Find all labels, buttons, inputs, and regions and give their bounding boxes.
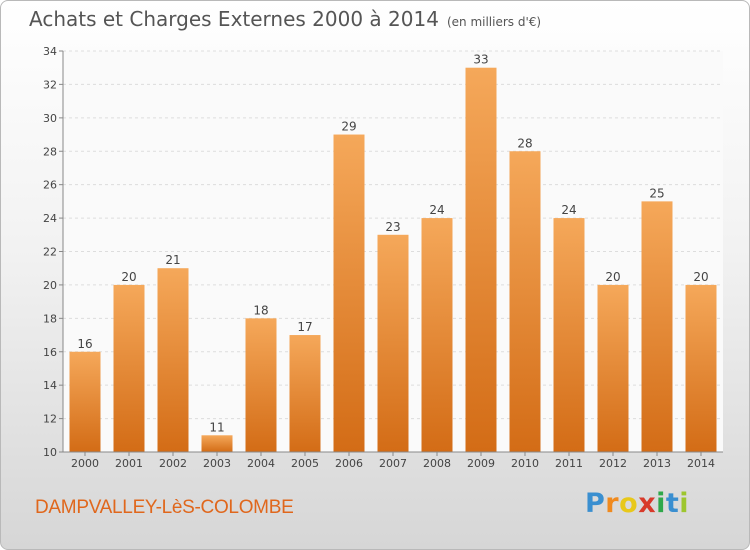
bar-value-label: 17 [297, 320, 312, 334]
logo-letter: r [605, 488, 620, 519]
bar-value-label: 33 [473, 53, 488, 67]
logo-letter: i [656, 488, 666, 519]
y-tick-label: 32 [43, 78, 57, 91]
bar[interactable] [509, 151, 541, 452]
x-tick-label: 2001 [115, 457, 143, 470]
bar[interactable] [685, 284, 717, 452]
logo-letter: o [619, 488, 639, 519]
bar[interactable] [157, 268, 189, 452]
bar-value-label: 25 [649, 186, 664, 200]
y-tick-label: 12 [43, 413, 57, 426]
x-tick-label: 2005 [291, 457, 319, 470]
y-tick-label: 28 [43, 145, 57, 158]
y-tick-label: 30 [43, 112, 57, 125]
bar[interactable] [289, 335, 321, 452]
bar[interactable] [201, 435, 233, 452]
bar-value-label: 24 [561, 203, 576, 217]
bar[interactable] [553, 218, 585, 452]
logo-letter: P [585, 488, 606, 519]
x-tick-label: 2004 [247, 457, 275, 470]
chart-title-text: Achats et Charges Externes 2000 à 2014 [29, 7, 439, 31]
bar-value-label: 11 [209, 420, 224, 434]
bar-value-label: 18 [253, 303, 268, 317]
y-tick-label: 16 [43, 346, 57, 359]
y-tick-label: 34 [43, 45, 57, 58]
x-tick-label: 2009 [467, 457, 495, 470]
bar[interactable] [377, 234, 409, 452]
y-tick-label: 14 [43, 379, 57, 392]
logo-letter: i [679, 488, 690, 519]
chart-unit-text: (en milliers d'€) [446, 15, 542, 29]
bar[interactable] [69, 351, 101, 452]
x-tick-label: 2007 [379, 457, 407, 470]
bar[interactable] [113, 284, 145, 452]
bar-value-label: 24 [429, 203, 444, 217]
x-tick-label: 2012 [599, 457, 627, 470]
place-name: DAMPVALLEY-LèS-COLOMBE [35, 497, 294, 518]
bar-value-label: 20 [605, 270, 620, 284]
bar-value-label: 23 [385, 220, 400, 234]
y-tick-label: 24 [43, 212, 57, 225]
x-tick-label: 2000 [71, 457, 99, 470]
proxiti-logo[interactable]: Proxiti [585, 488, 689, 519]
x-tick-label: 2013 [643, 457, 671, 470]
chart-title: Achats et Charges Externes 2000 à 2014 (e… [29, 7, 541, 31]
x-tick-label: 2011 [555, 457, 583, 470]
bar-value-label: 28 [517, 136, 532, 150]
x-tick-label: 2003 [203, 457, 231, 470]
y-tick-label: 10 [43, 446, 57, 459]
y-tick-label: 18 [43, 312, 57, 325]
y-tick-label: 22 [43, 246, 57, 259]
bar[interactable] [421, 218, 453, 452]
bar[interactable] [245, 318, 277, 452]
logo-letter: x [638, 488, 657, 519]
bar[interactable] [597, 284, 629, 452]
x-tick-label: 2006 [335, 457, 363, 470]
x-tick-label: 2002 [159, 457, 187, 470]
bar-value-label: 29 [341, 120, 356, 134]
bar-value-label: 20 [693, 270, 708, 284]
bar[interactable] [333, 134, 365, 452]
bar-value-label: 21 [165, 253, 180, 267]
x-tick-label: 2010 [511, 457, 539, 470]
x-tick-label: 2014 [687, 457, 715, 470]
y-tick-label: 26 [43, 179, 57, 192]
bar[interactable] [641, 201, 673, 452]
logo-letter: t [665, 488, 680, 519]
bar-value-label: 20 [121, 270, 136, 284]
y-tick-label: 20 [43, 279, 57, 292]
bar-value-label: 16 [77, 337, 92, 351]
bar[interactable] [465, 67, 497, 452]
x-tick-label: 2008 [423, 457, 451, 470]
